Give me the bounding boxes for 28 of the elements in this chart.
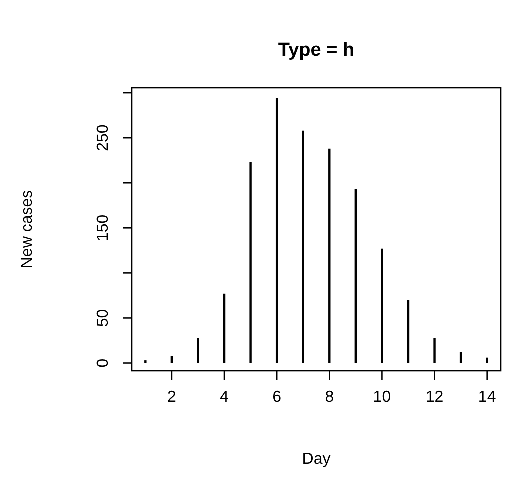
bar <box>460 352 462 364</box>
bar <box>197 338 200 364</box>
x-axis-title: Day <box>302 451 331 468</box>
bar <box>302 130 304 364</box>
bar <box>486 358 488 364</box>
bar <box>328 148 331 364</box>
bar <box>354 189 358 364</box>
x-tick-label: 12 <box>426 389 444 406</box>
bar <box>276 98 278 364</box>
x-tick-label: 4 <box>220 389 230 406</box>
y-axis-title: New cases <box>19 190 36 269</box>
y-tick-label: 0 <box>95 358 112 368</box>
y-tick-label: 50 <box>95 309 112 328</box>
x-tick-label: 2 <box>167 389 176 406</box>
x-tick-label: 10 <box>373 389 392 406</box>
bar <box>407 300 410 364</box>
bar <box>381 248 384 364</box>
bar <box>434 338 436 364</box>
bar <box>250 162 252 364</box>
bar <box>223 294 226 364</box>
x-tick-label: 14 <box>478 389 496 406</box>
y-tick-label: 150 <box>95 214 112 242</box>
y-tick-label: 250 <box>95 124 112 152</box>
chart-title: Type = h <box>278 40 355 61</box>
bar <box>170 356 174 364</box>
bar <box>144 360 147 364</box>
x-tick-label: 6 <box>272 389 282 406</box>
x-tick-label: 8 <box>325 389 334 406</box>
